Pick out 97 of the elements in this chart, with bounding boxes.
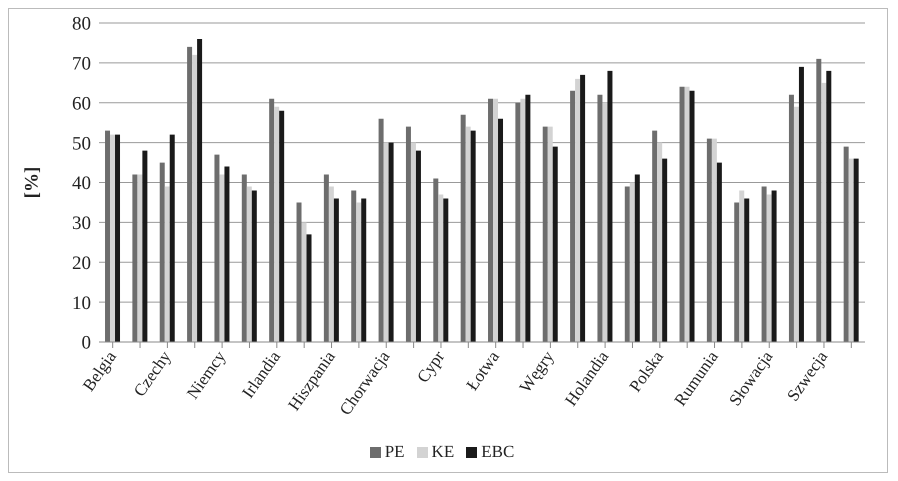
bar (351, 190, 356, 342)
bar (548, 126, 553, 342)
bar (164, 186, 170, 342)
bar (192, 54, 198, 342)
bar (279, 110, 284, 342)
bar (416, 150, 421, 342)
bar (580, 74, 586, 342)
legend-label: KE (430, 442, 454, 462)
bar (525, 94, 530, 342)
bar (552, 146, 558, 342)
bar (388, 142, 394, 342)
bar (684, 86, 690, 342)
bar (361, 198, 366, 342)
bar (214, 154, 220, 342)
bar (854, 158, 859, 342)
y-tick-label: 70 (72, 54, 91, 75)
bar (197, 38, 202, 342)
bar (772, 190, 777, 342)
bar (739, 190, 744, 342)
bar (137, 174, 142, 342)
y-tick-label: 60 (72, 93, 91, 114)
bar (657, 142, 662, 342)
bar (848, 158, 854, 342)
bar (274, 106, 280, 342)
bar (306, 234, 312, 342)
bar (219, 174, 224, 342)
legend-label: PE (384, 442, 405, 462)
bar (794, 106, 799, 342)
bar (105, 130, 110, 342)
bar (242, 174, 247, 342)
bar (690, 90, 695, 342)
bar (224, 166, 230, 342)
bar (334, 198, 339, 342)
bar (602, 102, 608, 342)
y-tick-label: 80 (72, 14, 91, 35)
bar (296, 202, 302, 342)
bar (624, 186, 630, 342)
bar (680, 86, 685, 342)
bar (110, 134, 116, 342)
bar (132, 174, 138, 342)
bar (328, 186, 334, 342)
y-tick-label: 0 (82, 332, 91, 354)
bar (542, 126, 548, 342)
bar (488, 98, 494, 342)
bar (493, 98, 498, 342)
bar (142, 150, 148, 342)
bar (630, 182, 635, 342)
bar (246, 186, 252, 342)
bar (460, 114, 466, 342)
bar (634, 174, 640, 342)
bar (433, 178, 438, 342)
bar (498, 118, 504, 342)
y-tick-label: 30 (72, 213, 91, 234)
bar (844, 146, 849, 342)
bar (443, 198, 448, 342)
bar (712, 138, 717, 342)
bar (466, 126, 471, 342)
bar (520, 98, 526, 342)
bar (515, 102, 520, 342)
bar (378, 118, 384, 342)
bar (826, 70, 832, 342)
bar (716, 162, 722, 342)
bar (406, 126, 411, 342)
bar (597, 94, 602, 342)
y-tick-label: 20 (72, 252, 91, 274)
bar (570, 90, 576, 342)
y-tick-label: 10 (72, 292, 91, 314)
bar (438, 194, 444, 342)
bar (575, 78, 580, 342)
bar (160, 162, 165, 342)
bar (187, 46, 192, 342)
bar (302, 222, 307, 342)
bar (706, 138, 712, 342)
bar (798, 66, 804, 342)
bar (744, 198, 750, 342)
bar (356, 202, 362, 342)
bar (324, 174, 329, 342)
bar (170, 134, 175, 342)
bar (788, 94, 794, 342)
bar (762, 186, 767, 342)
bar (269, 98, 274, 342)
bar (607, 70, 612, 342)
bar (470, 130, 476, 342)
bar (252, 190, 257, 342)
y-axis-title: [%] (22, 166, 43, 198)
bar (384, 142, 389, 342)
y-tick-label: 40 (72, 173, 91, 194)
legend-label: EBC (480, 442, 514, 462)
bar (115, 134, 120, 342)
y-tick-label: 50 (72, 133, 91, 154)
bar (816, 58, 822, 342)
bar (410, 142, 416, 342)
bar (766, 194, 772, 342)
bar (652, 130, 658, 342)
bar (662, 158, 668, 342)
bar (734, 202, 740, 342)
bar (821, 82, 826, 342)
